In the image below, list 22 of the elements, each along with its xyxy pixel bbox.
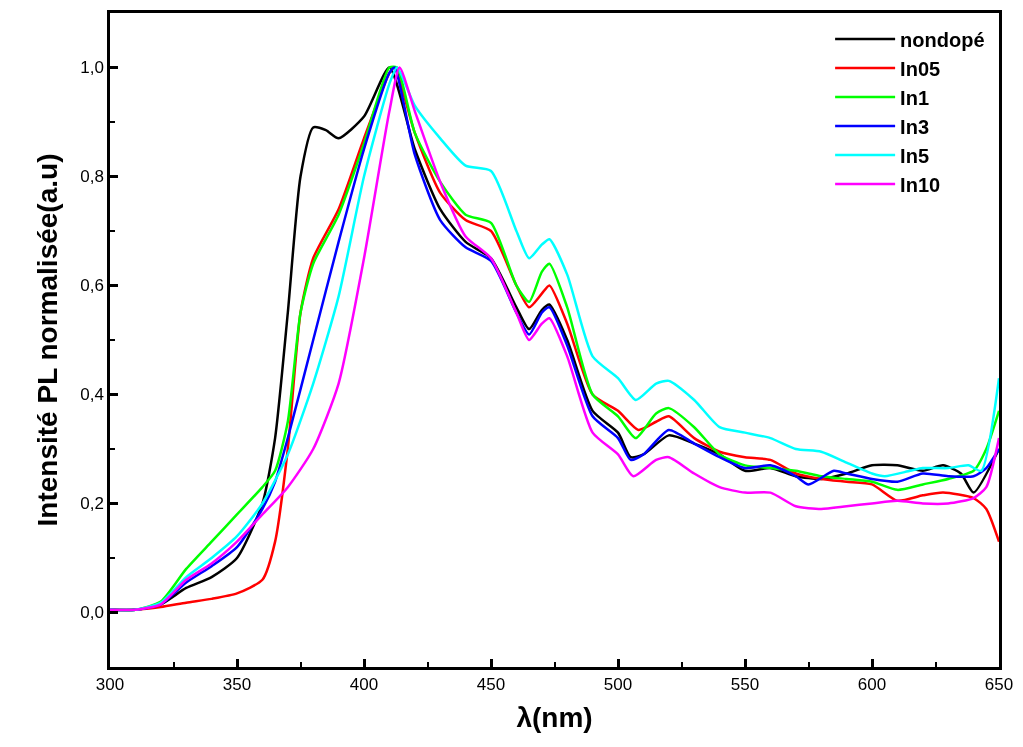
y-tick-label: 0,2 xyxy=(80,494,104,514)
y-axis-title: Intensité PL normalisée(a.u) xyxy=(31,153,63,527)
legend-label: In5 xyxy=(900,144,930,167)
legend-label: In05 xyxy=(900,57,941,80)
legend-label: In10 xyxy=(900,173,941,196)
x-tick-label: 300 xyxy=(95,675,125,695)
x-tick-label: 450 xyxy=(476,675,506,695)
y-tick-label: 0,8 xyxy=(80,167,104,187)
legend-label: In1 xyxy=(900,86,930,109)
y-tick-label: 0,4 xyxy=(80,385,104,405)
y-tick-label: 0,0 xyxy=(80,603,104,623)
y-tick-label: 0,6 xyxy=(80,276,104,296)
x-tick-label: 600 xyxy=(857,675,887,695)
legend-label: nondopé xyxy=(900,28,985,51)
x-tick-label: 550 xyxy=(730,675,760,695)
y-tick-label: 1,0 xyxy=(80,58,104,78)
legend-label: In3 xyxy=(900,115,930,138)
x-tick-label: 400 xyxy=(349,675,379,695)
x-axis-title: λ(nm) xyxy=(516,702,593,734)
x-tick-label: 650 xyxy=(984,675,1014,695)
x-tick-label: 350 xyxy=(222,675,252,695)
x-tick-label: 500 xyxy=(603,675,633,695)
